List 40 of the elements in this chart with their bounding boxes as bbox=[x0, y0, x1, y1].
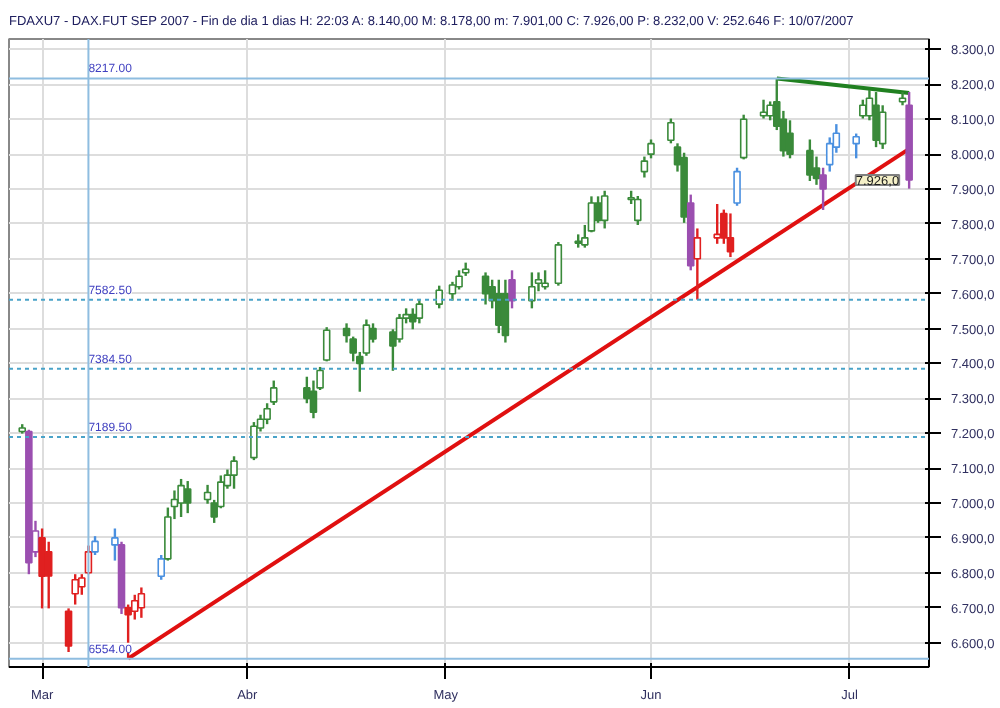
candlestick bbox=[230, 455, 238, 490]
candlestick bbox=[634, 194, 642, 227]
candlestick bbox=[872, 90, 880, 149]
candlestick bbox=[528, 271, 536, 310]
candlestick bbox=[38, 527, 46, 610]
candlestick bbox=[44, 540, 53, 610]
candlestick bbox=[852, 132, 860, 160]
candlestick bbox=[435, 284, 443, 310]
candlestick bbox=[250, 420, 258, 462]
candlestick bbox=[640, 155, 649, 179]
candlestick bbox=[177, 477, 185, 519]
candlestick bbox=[183, 479, 192, 515]
candlestick bbox=[554, 240, 563, 287]
candlestick bbox=[64, 607, 73, 654]
candlestick bbox=[806, 138, 814, 183]
candlestick bbox=[269, 379, 278, 407]
candlestick bbox=[600, 189, 609, 230]
candlestick bbox=[759, 98, 768, 120]
candlestick bbox=[71, 573, 79, 606]
candlestick bbox=[137, 586, 146, 620]
candlestick bbox=[408, 307, 417, 331]
candlestick bbox=[495, 278, 503, 335]
candlestick bbox=[739, 113, 748, 161]
candlestick bbox=[415, 297, 424, 325]
candlestick bbox=[859, 98, 867, 120]
candlestick bbox=[786, 119, 794, 160]
candlestick bbox=[819, 166, 827, 212]
candlestick bbox=[733, 166, 741, 207]
candlestick bbox=[693, 227, 702, 301]
candlestick bbox=[594, 195, 602, 225]
candlestick bbox=[766, 100, 774, 122]
candlestick bbox=[541, 269, 549, 291]
candlestick bbox=[647, 138, 655, 160]
candlestick bbox=[111, 527, 119, 562]
candlestick bbox=[508, 269, 516, 310]
candlestick bbox=[667, 117, 675, 145]
candlestick bbox=[263, 402, 271, 426]
candlestick bbox=[713, 202, 721, 245]
candlestick bbox=[322, 325, 331, 363]
candlestick bbox=[726, 212, 735, 259]
